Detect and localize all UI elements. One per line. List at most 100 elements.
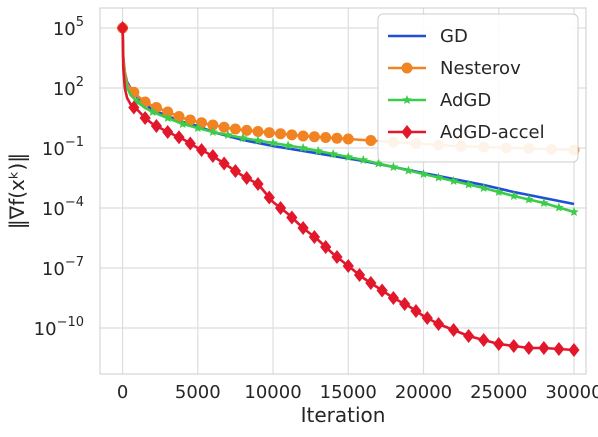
y-axis-label: ‖∇f(xᵏ)‖ bbox=[5, 153, 29, 229]
point-adgd-accel bbox=[553, 342, 565, 356]
point-adgd bbox=[298, 143, 308, 152]
x-tick-label: 25000 bbox=[470, 382, 527, 403]
point-nesterov bbox=[263, 127, 275, 139]
point-adgd bbox=[433, 172, 444, 182]
point-nesterov bbox=[241, 124, 253, 136]
point-adgd-accel bbox=[523, 341, 535, 355]
point-nesterov bbox=[297, 130, 309, 142]
point-adgd bbox=[147, 107, 158, 116]
x-tick-label: 30000 bbox=[545, 382, 598, 403]
point-adgd-accel bbox=[478, 333, 490, 347]
point-nesterov bbox=[286, 129, 298, 141]
point-adgd bbox=[554, 202, 564, 212]
point-adgd bbox=[358, 155, 369, 164]
y-tick-label: 10−7 bbox=[42, 255, 84, 280]
x-axis-label: Iteration bbox=[301, 403, 386, 427]
point-adgd-accel bbox=[365, 276, 377, 290]
point-adgd bbox=[373, 158, 384, 168]
point-adgd-accel bbox=[128, 100, 140, 115]
point-adgd bbox=[193, 123, 203, 132]
point-adgd-accel bbox=[399, 297, 411, 311]
point-adgd-accel bbox=[229, 164, 242, 178]
point-adgd-accel bbox=[184, 136, 196, 151]
x-tick-label: 10000 bbox=[244, 382, 301, 403]
y-tick-label: 10−4 bbox=[42, 195, 84, 220]
point-adgd bbox=[283, 140, 293, 150]
point-adgd-accel bbox=[331, 250, 343, 264]
point-nesterov bbox=[184, 114, 196, 126]
point-adgd-accel bbox=[195, 143, 208, 157]
point-adgd-accel bbox=[463, 329, 475, 343]
legend-marker-adgd-accel bbox=[401, 125, 413, 139]
legend-label-nesterov: Nesterov bbox=[440, 58, 521, 79]
point-adgd bbox=[539, 198, 549, 207]
point-adgd-accel bbox=[274, 201, 287, 215]
point-adgd bbox=[223, 130, 233, 139]
point-adgd-accel bbox=[116, 21, 129, 35]
point-adgd-accel bbox=[376, 283, 388, 298]
point-nesterov bbox=[342, 133, 354, 145]
legend-marker-adgd bbox=[402, 95, 412, 104]
point-adgd bbox=[178, 119, 188, 128]
point-adgd bbox=[403, 165, 414, 175]
point-adgd bbox=[253, 135, 263, 145]
point-adgd-accel bbox=[308, 230, 321, 244]
point-adgd-accel bbox=[207, 149, 219, 163]
point-adgd bbox=[509, 191, 519, 200]
point-nesterov bbox=[275, 128, 287, 140]
point-adgd-accel bbox=[297, 221, 309, 235]
point-nesterov bbox=[320, 132, 332, 143]
point-adgd bbox=[494, 187, 504, 196]
point-adgd bbox=[238, 133, 248, 142]
point-adgd bbox=[328, 149, 338, 158]
point-adgd bbox=[388, 162, 399, 171]
point-nesterov bbox=[207, 119, 219, 131]
point-nesterov bbox=[331, 132, 343, 144]
x-tick-label: 0 bbox=[117, 382, 128, 403]
legend: GD Nesterov AdGD AdGD-accel bbox=[377, 13, 579, 163]
point-adgd bbox=[448, 176, 459, 185]
point-adgd-accel bbox=[447, 323, 460, 337]
point-adgd-accel bbox=[263, 190, 275, 205]
x-tick-label: 15000 bbox=[320, 382, 377, 403]
point-adgd bbox=[524, 194, 534, 204]
point-nesterov bbox=[308, 131, 320, 143]
point-nesterov bbox=[365, 135, 377, 146]
point-adgd-accel bbox=[493, 337, 505, 351]
series-adgd-accel bbox=[116, 21, 580, 357]
point-adgd bbox=[268, 138, 278, 147]
y-tick-label: 10−1 bbox=[42, 135, 84, 160]
point-nesterov bbox=[162, 106, 174, 118]
legend-box bbox=[377, 13, 579, 163]
point-nesterov bbox=[252, 126, 264, 137]
legend-marker-nesterov bbox=[401, 62, 413, 74]
point-adgd-accel bbox=[508, 339, 520, 353]
point-adgd-accel bbox=[320, 240, 332, 254]
point-adgd-accel bbox=[218, 156, 230, 171]
point-nesterov bbox=[229, 123, 241, 135]
point-adgd-accel bbox=[421, 311, 433, 325]
point-nesterov bbox=[173, 111, 185, 122]
point-adgd bbox=[463, 179, 474, 189]
legend-label-adgd-accel: AdGD-accel bbox=[440, 122, 545, 143]
point-adgd bbox=[313, 146, 323, 155]
point-adgd-accel bbox=[568, 343, 580, 357]
point-adgd-accel bbox=[410, 304, 422, 318]
y-tick-labels: 105 102 10−1 10−4 10−7 10−10 bbox=[34, 15, 84, 340]
point-adgd-accel bbox=[150, 119, 163, 133]
point-adgd-accel bbox=[538, 341, 550, 355]
point-nesterov bbox=[218, 121, 230, 133]
point-adgd-accel bbox=[286, 210, 298, 225]
point-adgd-accel bbox=[139, 111, 151, 125]
point-adgd bbox=[343, 152, 353, 161]
x-tick-label: 5000 bbox=[175, 382, 221, 403]
y-tick-label: 105 bbox=[53, 15, 84, 40]
point-adgd-accel bbox=[353, 268, 366, 282]
point-adgd-accel bbox=[342, 259, 354, 273]
x-tick-label: 20000 bbox=[395, 382, 452, 403]
y-tick-label: 10−10 bbox=[34, 315, 84, 340]
point-adgd-accel bbox=[252, 177, 264, 191]
point-adgd bbox=[163, 113, 173, 122]
legend-label-gd: GD bbox=[440, 26, 468, 47]
